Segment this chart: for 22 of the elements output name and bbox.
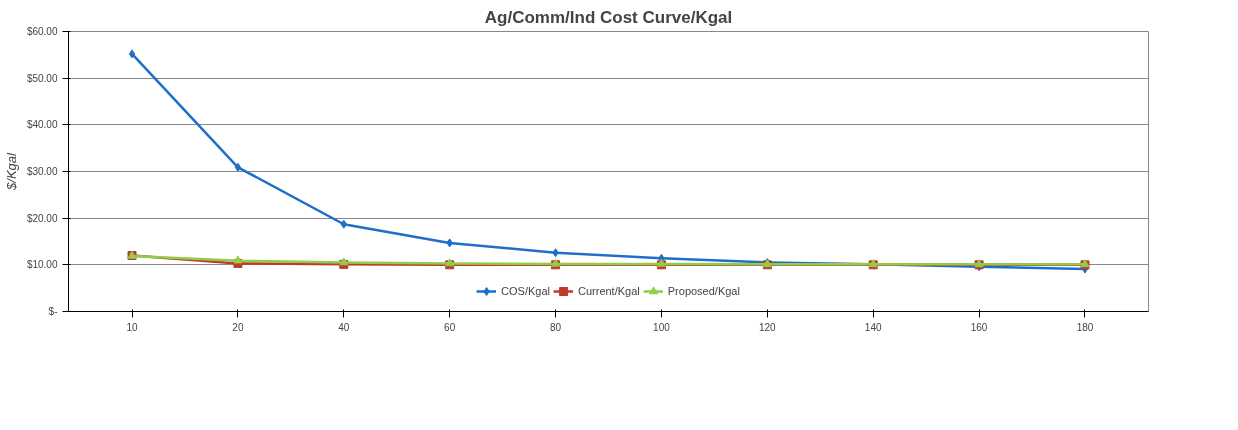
legend-label: Current/Kgal	[577, 285, 640, 297]
chart-title: Ag/Comm/Ind Cost Curve/Kgal	[484, 7, 733, 27]
x-tick-label: 160	[970, 321, 988, 333]
y-tick-label: $40.00	[26, 119, 58, 131]
y-axis-title: $/Kgal	[3, 151, 19, 191]
x-tick-label: 10	[126, 321, 139, 333]
x-tick-label: 60	[444, 321, 456, 333]
y-tick-label: $50.00	[26, 72, 58, 84]
x-tick-label: 140	[864, 321, 882, 333]
x-tick-label: 80	[550, 321, 562, 333]
y-tick-label: $30.00	[26, 166, 58, 177]
x-tick-label: 180	[1076, 321, 1094, 333]
x-tick-label: 20	[232, 321, 244, 333]
legend-label: Proposed/Kgal	[667, 285, 740, 297]
x-tick-label: 120	[758, 321, 777, 333]
x-tick-label: 100	[653, 321, 671, 333]
x-tick-label: 40	[338, 321, 350, 333]
y-tick-label: $20.00	[26, 212, 58, 224]
y-tick-label: $-	[48, 306, 58, 317]
y-tick-label: $60.00	[26, 26, 58, 37]
legend-label: COS/Kgal	[501, 285, 550, 297]
y-tick-label: $10.00	[26, 259, 58, 271]
